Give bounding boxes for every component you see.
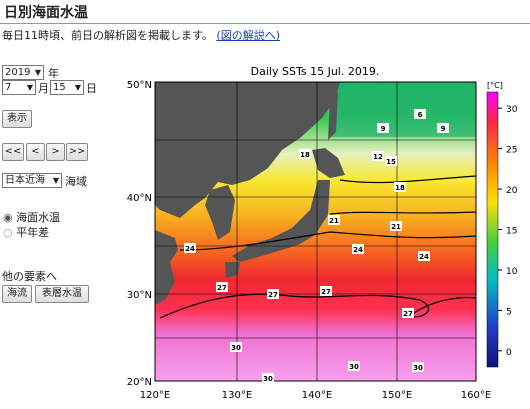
nav-button[interactable]: > [46, 143, 65, 161]
colorbar-tick-label: 10 [506, 267, 518, 277]
contour-label-box [412, 362, 424, 372]
day-unit: 日 [86, 82, 97, 95]
contour-label: 30 [263, 375, 273, 383]
contour-label-box [184, 243, 196, 253]
description-text: 毎日11時頃、前日の解析図を掲載します。 [2, 29, 213, 42]
lon-label: 150°E [382, 390, 412, 401]
colorbar-tick-label: 20 [506, 186, 518, 196]
contour-label: 18 [395, 184, 405, 192]
contour-label: 27 [217, 284, 227, 292]
radio-option[interactable]: ◉ 海面水温 [3, 211, 61, 224]
nav-button[interactable]: >> [66, 143, 88, 161]
contour-label-box [437, 123, 449, 133]
contour-label: 30 [413, 364, 423, 372]
land [225, 262, 240, 278]
contour-label: 24 [185, 245, 195, 253]
lon-label: 140°E [302, 390, 332, 401]
land [205, 185, 235, 240]
contour-label: 24 [419, 253, 429, 261]
map-frame [154, 81, 477, 382]
contour-label-box [402, 308, 414, 318]
month-select[interactable]: 7 [2, 80, 36, 95]
other-button[interactable]: 表層水温 [35, 285, 89, 303]
contour-label: 27 [268, 291, 278, 299]
lon-label: 160°E [461, 390, 491, 401]
sea-field [330, 82, 476, 137]
contour-label-box [414, 109, 426, 119]
description: 毎日11時頃、前日の解析図を掲載します。 (図の解説へ) [2, 27, 280, 43]
colorbar-tick-label: 15 [506, 227, 517, 237]
description-link[interactable]: (図の解説へ) [216, 29, 280, 42]
contour-label: 18 [300, 151, 310, 159]
contour-label: 27 [321, 288, 331, 296]
land [232, 180, 330, 262]
lat-label: 30°N [127, 290, 152, 301]
contour-label-box [377, 123, 389, 133]
contour-label-box [394, 182, 406, 192]
contour-label: 27 [403, 310, 413, 318]
contour-label-box [216, 282, 228, 292]
display-button[interactable]: 表示 [2, 110, 32, 128]
colorbar-unit: [°C] [487, 81, 503, 90]
contour-label-box [267, 289, 279, 299]
region-unit: 海域 [65, 175, 87, 188]
year-unit: 年 [48, 67, 59, 80]
lon-label: 120°E [140, 390, 170, 401]
other-label: 他の要素へ [2, 270, 57, 283]
contour-label: 12 [373, 153, 383, 161]
month-unit: 月 [38, 82, 49, 95]
contour-label-box [348, 361, 360, 371]
radio-label: 海面水温 [16, 211, 61, 224]
contour-label: 30 [231, 344, 241, 352]
contour-label: 21 [391, 223, 401, 231]
contour-label: 9 [381, 125, 386, 133]
other-button[interactable]: 海流 [2, 285, 32, 303]
land [155, 230, 178, 305]
contour-label: 30 [349, 363, 359, 371]
land [155, 82, 340, 218]
land [328, 92, 338, 140]
contour-label-box [352, 244, 364, 254]
contour-label-box [328, 215, 340, 225]
nav-button[interactable]: < [26, 143, 45, 161]
colorbar-tick-label: 25 [506, 146, 517, 156]
region-select[interactable]: 日本近海 [2, 173, 62, 188]
contour-label-box [320, 286, 332, 296]
year-select[interactable]: 2019 [2, 65, 44, 80]
contour-label-box [230, 342, 242, 352]
page-title: 日別海面水温 [4, 5, 88, 21]
lon-label: 130°E [222, 390, 252, 401]
title-rule [0, 23, 530, 24]
lat-label: 40°N [127, 193, 152, 204]
day-select[interactable]: 15 [50, 80, 84, 95]
contour-label-box [418, 251, 430, 261]
grid [155, 82, 476, 381]
contour-label-box [390, 221, 402, 231]
nav-button[interactable]: << [2, 143, 24, 161]
contours [159, 175, 477, 319]
colorbar-tick-label: 30 [506, 105, 518, 115]
contour-label: 21 [329, 217, 339, 225]
contour-label: 9 [441, 125, 446, 133]
land [312, 148, 345, 178]
map-title: Daily SSTs 15 Jul. 2019. [251, 65, 380, 78]
colorbar [486, 91, 499, 368]
colorbar-tick-label: 0 [506, 348, 512, 358]
colorbar-tick-label: 5 [506, 307, 512, 317]
lat-label: 20°N [127, 377, 152, 388]
contour-label: 15 [386, 158, 396, 166]
lat-label: 50°N [127, 80, 152, 91]
contour-label-box [299, 149, 311, 159]
contour-label-box [262, 373, 274, 383]
sea-field [155, 82, 476, 381]
contour-label: 24 [353, 246, 363, 254]
contour-label: 6 [418, 111, 423, 119]
contour-label-box [385, 156, 397, 166]
radio-label: 平年差 [16, 226, 50, 239]
contour-label-box [372, 151, 384, 161]
radio-option[interactable]: ○ 平年差 [3, 226, 50, 239]
